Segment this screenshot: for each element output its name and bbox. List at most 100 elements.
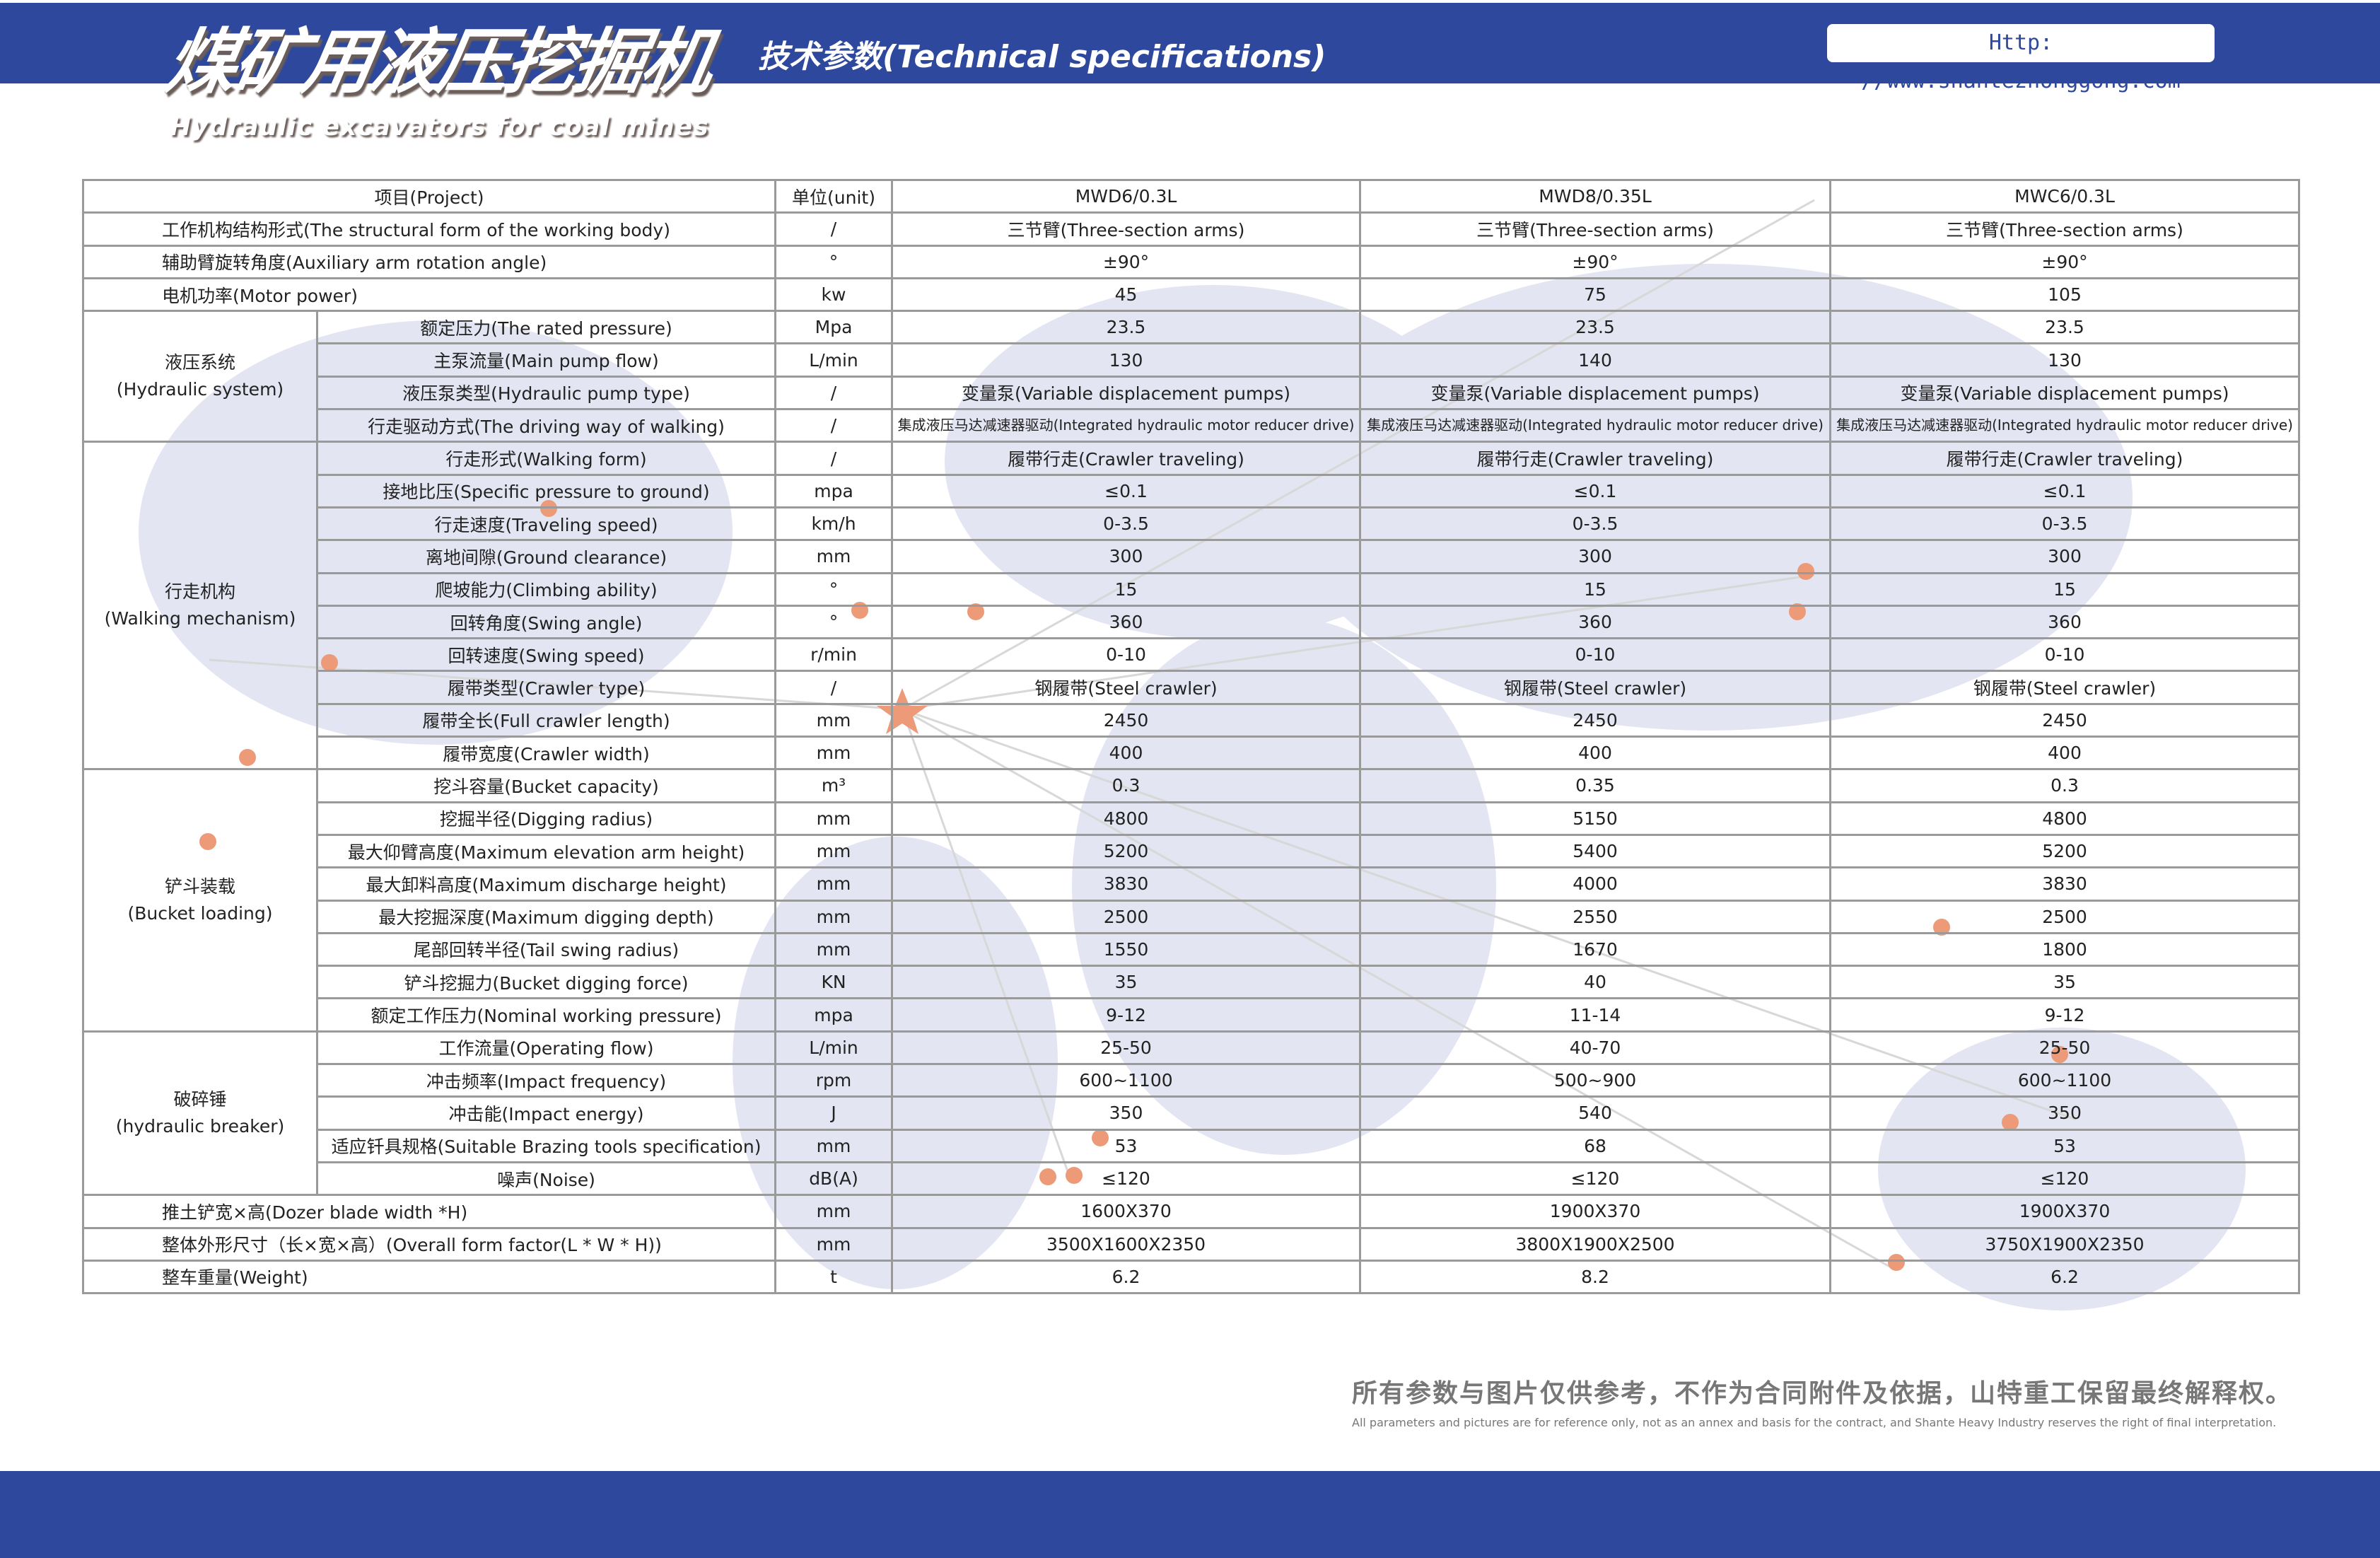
value-cell: 0-10 — [1829, 637, 2301, 673]
unit-cell: r/min — [774, 637, 894, 673]
parameter-label: 适应钎具规格(Suitable Brazing tools specificat… — [315, 1128, 777, 1163]
group-label-en: (hydraulic breaker) — [115, 1115, 285, 1136]
value-cell: 9-12 — [1829, 997, 2301, 1033]
value-cell: 500~900 — [1359, 1063, 1832, 1098]
value-cell: 4800 — [891, 801, 1362, 836]
value-cell: 1670 — [1359, 931, 1832, 967]
parameter-label: 回转速度(Swing speed) — [315, 637, 777, 673]
value-cell: 15 — [891, 571, 1362, 607]
unit-cell: mm — [774, 539, 894, 574]
value-cell: 3750X1900X2350 — [1829, 1226, 2301, 1262]
parameter-label: 最大挖掘深度(Maximum digging depth) — [315, 899, 777, 934]
parameter-label: 铲斗挖掘力(Bucket digging force) — [315, 965, 777, 1000]
group-label-cn: 铲斗装载 — [164, 876, 235, 897]
value-cell: ≤0.1 — [1359, 473, 1832, 508]
unit-cell: ° — [774, 244, 894, 279]
table-row: 最大仰臂高度(Maximum elevation arm height) mm 52… — [83, 833, 2301, 869]
table-row: 额定工作压力(Nominal working pressure) mpa 9-12 1… — [83, 997, 2301, 1033]
value-cell: 300 — [1359, 539, 1832, 574]
value-cell: 68 — [1359, 1128, 1832, 1163]
parameter-label: 离地间隙(Ground clearance) — [315, 539, 777, 574]
column-header: 项目(Project) — [81, 178, 777, 214]
page-title: 煤矿用液压挖掘机 — [159, 21, 718, 103]
header-row: 项目(Project) 单位(unit) MWD6/0.3L MWD8/0.35L MW… — [81, 178, 2301, 214]
value-cell: 0.3 — [1829, 768, 2301, 803]
website-link[interactable]: Http: //www.shantezhonggong.com — [1827, 24, 2215, 93]
table-row: 破碎锤 (hydraulic breaker) 工作流量(Operating flo… — [82, 1030, 2301, 1197]
parameter-label: 工作机构结构形式(The structural form of the work… — [81, 211, 777, 247]
parameter-label: 行走形式(Walking form) — [315, 441, 777, 476]
value-cell: 400 — [1359, 736, 1832, 771]
value-cell: 350 — [1829, 1095, 2301, 1131]
parameter-label: 液压泵类型(Hydraulic pump type) — [315, 375, 777, 411]
unit-cell: mm — [774, 1128, 894, 1163]
value-cell: 130 — [1829, 342, 2301, 378]
table-row: 离地间隙(Ground clearance) mm 300 300 300 — [83, 539, 2301, 574]
value-cell: ±90° — [891, 244, 1362, 279]
table-row: 铲斗挖掘力(Bucket digging force) KN 35 40 35 — [83, 965, 2301, 1000]
table-row: 回转速度(Swing speed) r/min 0-10 0-10 0-10 — [83, 637, 2301, 673]
group-label-en: (Hydraulic system) — [116, 379, 284, 400]
value-cell: 3500X1600X2350 — [891, 1226, 1362, 1262]
value-cell: 2550 — [1359, 899, 1832, 934]
parameter-label: 接地比压(Specific pressure to ground) — [315, 473, 777, 508]
table-row: 铲斗装载 (Bucket loading) 挖斗容量(Bucket capacity… — [82, 768, 2301, 1033]
parameter-label: 额定工作压力(Nominal working pressure) — [315, 997, 777, 1033]
value-cell: 300 — [1829, 539, 2301, 574]
value-cell: 0-10 — [891, 637, 1362, 673]
table-row: 噪声(Noise) dB(A) ≤120 ≤120 ≤120 — [83, 1161, 2301, 1197]
parameter-label: 辅助臂旋转角度(Auxiliary arm rotation angle) — [81, 244, 777, 279]
parameter-label: 推土铲宽×高(Dozer blade width *H) — [81, 1194, 777, 1229]
table-row: 冲击能(Impact energy) J 350 540 350 — [83, 1095, 2301, 1131]
unit-cell: ° — [774, 604, 894, 640]
table-row: 行走机构 (Walking mechanism) 行走形式(Walking form… — [82, 441, 2301, 771]
unit-cell: KN — [774, 965, 894, 1000]
table-row: 推土铲宽×高(Dozer blade width *H) mm 1600X370 19… — [81, 1194, 2301, 1229]
parameter-label: 行走驱动方式(The driving way of walking) — [315, 408, 777, 443]
value-cell: 变量泵(Variable displacement pumps) — [1359, 375, 1832, 411]
value-cell: 15 — [1829, 571, 2301, 607]
parameter-label: 冲击能(Impact energy) — [315, 1095, 777, 1131]
value-cell: 履带行走(Crawler traveling) — [1359, 441, 1832, 476]
value-cell: 25-50 — [1829, 1030, 2301, 1066]
value-cell: 600~1100 — [1829, 1063, 2301, 1098]
value-cell: ±90° — [1359, 244, 1832, 279]
parameter-label: 履带宽度(Crawler width) — [315, 736, 777, 771]
unit-cell: km/h — [774, 506, 894, 542]
value-cell: 0.35 — [1359, 768, 1832, 803]
value-cell: 40 — [1359, 965, 1832, 1000]
value-cell: 25-50 — [891, 1030, 1362, 1066]
value-cell: 5400 — [1359, 833, 1832, 869]
value-cell: 2500 — [1829, 899, 2301, 934]
table-row: 液压泵类型(Hydraulic pump type) / 变量泵(Variable … — [83, 375, 2301, 411]
value-cell: 360 — [1829, 604, 2301, 640]
parameter-label: 主泵流量(Main pump flow) — [315, 342, 777, 378]
parameter-label: 行走速度(Traveling speed) — [315, 506, 777, 542]
value-cell: 15 — [1359, 571, 1832, 607]
value-cell: 300 — [891, 539, 1362, 574]
value-cell: 1900X370 — [1359, 1194, 1832, 1229]
value-cell: 4800 — [1829, 801, 2301, 836]
unit-cell: L/min — [774, 1030, 894, 1066]
value-cell: 3800X1900X2500 — [1359, 1226, 1832, 1262]
table-row: 电机功率(Motor power) kw 45 75 105 — [81, 277, 2301, 313]
value-cell: 变量泵(Variable displacement pumps) — [891, 375, 1362, 411]
value-cell: 0-3.5 — [891, 506, 1362, 542]
value-cell: 40-70 — [1359, 1030, 1832, 1066]
parameter-label: 爬坡能力(Climbing ability) — [315, 571, 777, 607]
parameter-label: 履带类型(Crawler type) — [315, 670, 777, 705]
column-header: MWC6/0.3L — [1829, 178, 2301, 214]
value-cell: 6.2 — [1829, 1259, 2301, 1295]
page-title-en: Hydraulic excavators for coal mines — [170, 112, 709, 141]
unit-cell: mm — [774, 1194, 894, 1229]
table-row: 液压系统 (Hydraulic system) 额定压力(The rated pre… — [82, 310, 2301, 443]
value-cell: 2450 — [891, 702, 1362, 738]
value-cell: 140 — [1359, 342, 1832, 378]
table-row: 履带类型(Crawler type) / 钢履带(Steel crawler) 钢履带… — [83, 670, 2301, 705]
value-cell: 8.2 — [1359, 1259, 1832, 1295]
value-cell: 600~1100 — [891, 1063, 1362, 1098]
value-cell: 钢履带(Steel crawler) — [1829, 670, 2301, 705]
unit-cell: t — [774, 1259, 894, 1295]
value-cell: 5200 — [1829, 833, 2301, 869]
table-row: 适应钎具规格(Suitable Brazing tools specificat… — [83, 1128, 2301, 1163]
